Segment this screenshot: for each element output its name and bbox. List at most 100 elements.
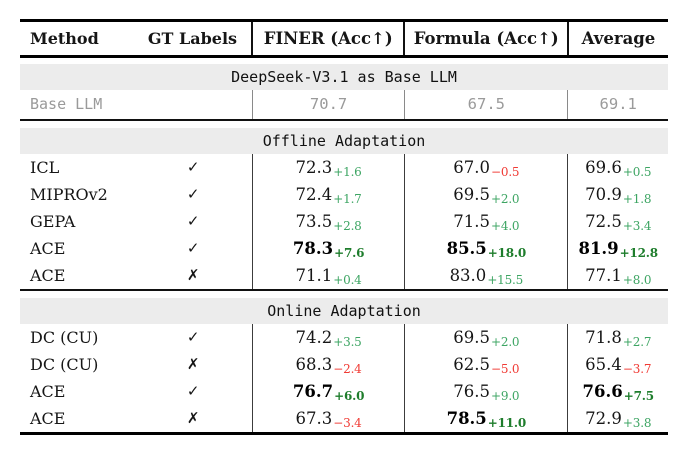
average-cell: 70.9 +1.8 <box>567 180 668 208</box>
score-value: 68.3 <box>295 354 333 374</box>
score-value: 67.5 <box>467 95 505 113</box>
finer-cell: 71.1 +0.4 <box>251 261 404 289</box>
method-cell: DC (CU) <box>30 327 99 347</box>
gt-label-cell: ✗ <box>186 409 200 427</box>
score-value: 72.3 <box>295 157 333 177</box>
gt-label-cell <box>135 90 252 119</box>
score-delta: +2.0 <box>491 334 520 349</box>
score-value: 65.4 <box>585 354 622 374</box>
score-delta: +0.5 <box>622 164 652 179</box>
finer-cell: 72.4 +1.7 <box>251 180 404 208</box>
score-value: 74.2 <box>295 327 333 347</box>
score-delta: +6.0 <box>334 388 365 403</box>
score-value: 76.6 <box>582 381 623 401</box>
score-value: 72.5 <box>585 211 622 231</box>
section-banner: Online Adaptation <box>20 297 668 324</box>
score-delta: +18.0 <box>487 245 527 260</box>
score-value: 81.9 <box>578 238 619 258</box>
table-row: ACE ✓ 78.3 +7.6 85.5 +18.0 81.9 +12.8 <box>20 234 668 262</box>
method-cell: ICL <box>30 157 60 177</box>
formula-cell: 69.5 +2.0 <box>404 323 567 351</box>
header-bottom-rule <box>20 55 668 58</box>
table-row: MIPROv2 ✓ 72.4 +1.7 69.5 +2.0 70.9 +1.8 <box>20 180 668 208</box>
gt-label-cell: ✓ <box>186 328 200 346</box>
finer-cell: 68.3 −2.4 <box>251 350 404 378</box>
table-row: ICL ✓ 72.3 +1.6 67.0 −0.5 69.6 +0.5 <box>20 153 668 181</box>
table-row: ACE ✗ 67.3 −3.4 78.5 +11.0 72.9 +3.8 <box>20 404 668 432</box>
score-delta: −2.4 <box>333 361 362 376</box>
method-cell: ACE <box>30 238 66 258</box>
finer-cell: 74.2 +3.5 <box>251 323 404 351</box>
score-delta: +2.8 <box>333 218 362 233</box>
score-delta: +11.0 <box>487 415 527 430</box>
average-cell: 76.6 +7.5 <box>567 377 668 405</box>
gt-label-cell: ✓ <box>186 185 200 203</box>
score-delta: −3.7 <box>622 361 652 376</box>
section-divider-rule <box>20 118 668 121</box>
score-value: 78.3 <box>292 238 334 258</box>
score-delta: +8.0 <box>622 272 652 287</box>
score-delta: +2.0 <box>491 191 520 206</box>
method-cell: DC (CU) <box>30 354 99 374</box>
formula-cell: 85.5 +18.0 <box>404 234 567 262</box>
average-cell: 77.1 +8.0 <box>567 261 668 289</box>
col-header-formula: Formula (Acc↑) <box>403 22 566 55</box>
gt-label-cell: ✗ <box>186 266 200 284</box>
score-delta: +1.7 <box>333 191 362 206</box>
score-delta: −3.4 <box>333 415 362 430</box>
formula-cell: 83.0 +15.5 <box>404 261 567 289</box>
formula-cell: 62.5 −5.0 <box>404 350 567 378</box>
finer-cell: 70.7 <box>251 89 404 119</box>
score-value: 72.9 <box>585 408 622 428</box>
score-value: 70.9 <box>585 184 622 204</box>
score-value: 70.7 <box>309 95 348 113</box>
gt-label-cell: ✓ <box>186 239 200 257</box>
finer-cell: 76.7 +6.0 <box>251 377 404 405</box>
average-cell: 69.1 <box>567 89 668 119</box>
score-value: 72.4 <box>295 184 333 204</box>
score-value: 67.3 <box>295 408 333 428</box>
formula-cell: 69.5 +2.0 <box>404 180 567 208</box>
score-value: 85.5 <box>446 238 487 258</box>
section-divider-rule <box>20 288 668 291</box>
spacer <box>20 121 668 128</box>
score-delta: −0.5 <box>491 164 520 179</box>
score-value: 69.5 <box>453 327 491 347</box>
table-row: GEPA ✓ 73.5 +2.8 71.5 +4.0 72.5 +3.4 <box>20 207 668 235</box>
table-row: Base LLM 70.7 67.5 69.1 <box>20 89 668 119</box>
score-value: 76.5 <box>453 381 491 401</box>
score-value: 77.1 <box>585 265 622 285</box>
score-value: 76.7 <box>292 381 334 401</box>
formula-cell: 76.5 +9.0 <box>404 377 567 405</box>
score-value: 62.5 <box>453 354 491 374</box>
finer-cell: 67.3 −3.4 <box>251 404 404 432</box>
score-delta: +0.4 <box>333 272 362 287</box>
finer-cell: 73.5 +2.8 <box>251 207 404 235</box>
average-cell: 65.4 −3.7 <box>567 350 668 378</box>
score-delta: +4.0 <box>491 218 520 233</box>
score-delta: +3.5 <box>333 334 362 349</box>
method-cell: ACE <box>30 408 66 428</box>
score-value: 69.5 <box>453 184 491 204</box>
average-cell: 81.9 +12.8 <box>567 234 668 262</box>
finer-cell: 78.3 +7.6 <box>251 234 404 262</box>
method-cell: GEPA <box>30 211 76 231</box>
score-value: 69.1 <box>599 95 637 113</box>
formula-cell: 78.5 +11.0 <box>404 404 567 432</box>
col-header-average: Average <box>566 22 668 55</box>
score-delta: +12.8 <box>619 245 658 260</box>
method-cell: ACE <box>30 381 66 401</box>
score-delta: +7.5 <box>623 388 654 403</box>
score-delta: +3.4 <box>622 218 652 233</box>
spacer <box>20 291 668 298</box>
formula-cell: 67.5 <box>404 89 567 119</box>
results-table: Method GT Labels FINER (Acc↑) Formula (A… <box>20 19 668 435</box>
score-delta: +1.8 <box>622 191 652 206</box>
average-cell: 69.6 +0.5 <box>567 153 668 181</box>
table-row: DC (CU) ✓ 74.2 +3.5 69.5 +2.0 71.8 +2.7 <box>20 323 668 351</box>
col-header-finer: FINER (Acc↑) <box>250 22 404 55</box>
formula-cell: 67.0 −0.5 <box>404 153 567 181</box>
col-header-method: Method <box>30 29 99 48</box>
score-delta: +7.6 <box>334 245 365 260</box>
gt-label-cell: ✗ <box>186 355 200 373</box>
